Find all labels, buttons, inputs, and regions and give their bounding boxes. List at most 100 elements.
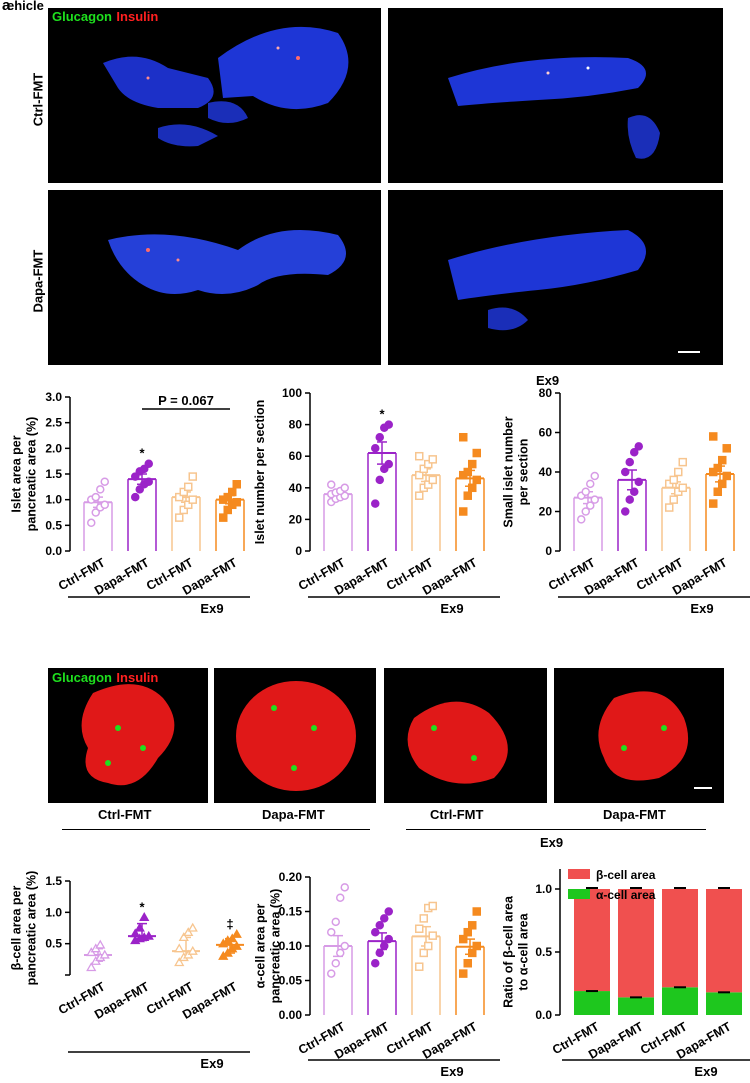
data-point xyxy=(134,922,145,932)
y-tick-label: 0.10 xyxy=(279,939,303,953)
row-label-ctrl: Ctrl-FMT xyxy=(30,72,46,127)
data-point xyxy=(634,442,643,451)
data-point xyxy=(669,495,678,504)
data-point xyxy=(184,500,193,510)
data-point xyxy=(187,922,198,932)
y-axis-label: to α-cell area xyxy=(517,912,531,990)
data-point xyxy=(135,485,144,494)
y-tick-label: 40 xyxy=(289,481,303,495)
data-point xyxy=(722,444,731,453)
y-axis-label: α-cell area per xyxy=(254,903,268,988)
y-tick-label: 0.5 xyxy=(45,518,62,532)
y-axis-label: Islet number per section xyxy=(253,400,267,544)
y-tick-label: 1.5 xyxy=(45,467,62,481)
islet-label-3: Ctrl-FMT xyxy=(430,807,484,822)
data-point xyxy=(713,487,722,496)
data-point xyxy=(459,507,468,516)
data-point xyxy=(175,513,184,522)
data-point xyxy=(188,472,197,481)
data-point xyxy=(174,943,185,953)
significance-mark: * xyxy=(139,446,145,461)
stacked-bar-segment xyxy=(662,987,698,1015)
data-point xyxy=(232,497,241,507)
legend-label: α-cell area xyxy=(596,888,656,902)
y-tick-label: 3.0 xyxy=(45,390,62,404)
data-point xyxy=(384,459,393,469)
data-point xyxy=(384,934,393,944)
islet-image-2 xyxy=(214,668,376,803)
data-point xyxy=(468,483,477,493)
group-label: Ex9 xyxy=(690,601,713,616)
data-point xyxy=(183,927,194,937)
legend-label: β-cell area xyxy=(596,868,656,882)
group-label: Ex9 xyxy=(200,601,223,616)
y-tick-label: 0.15 xyxy=(279,905,303,919)
data-point xyxy=(463,959,472,968)
y-tick-label: 60 xyxy=(539,426,553,440)
panel-b-line-right xyxy=(406,829,706,830)
group-label: Ex9 xyxy=(440,601,463,616)
data-point xyxy=(472,448,481,458)
y-tick-label: 1.5 xyxy=(45,874,62,888)
data-point xyxy=(669,475,678,485)
y-tick-label: 1.0 xyxy=(45,493,62,507)
data-point xyxy=(415,451,424,461)
data-point xyxy=(581,487,590,496)
data-point xyxy=(384,907,393,916)
group-label: Ex9 xyxy=(200,1056,223,1071)
data-point xyxy=(223,492,232,502)
data-point xyxy=(375,921,384,930)
stacked-bar-segment xyxy=(706,992,742,1015)
data-point xyxy=(722,471,731,481)
data-point xyxy=(630,487,639,496)
data-point xyxy=(415,962,424,971)
data-point xyxy=(459,969,468,978)
data-point xyxy=(219,513,228,522)
legend-insulin-a: Insulin xyxy=(116,9,159,24)
data-point xyxy=(718,479,727,489)
data-point xyxy=(380,914,389,923)
data-point xyxy=(665,503,674,512)
legend-swatch xyxy=(568,889,590,899)
p-value-label: P = 0.067 xyxy=(158,393,214,408)
legend-swatch xyxy=(568,869,590,879)
chart-islet-area: 0.0 0.5 1.0 1.5 2.0 2.5 3.0 Islet area per pancr… xyxy=(10,390,250,616)
data-point xyxy=(419,464,428,474)
data-point xyxy=(459,432,468,442)
data-point xyxy=(131,472,140,481)
panel-b-line-left xyxy=(62,829,370,830)
panel-a-ex9-label: Ex9 xyxy=(536,373,560,388)
data-point xyxy=(424,480,433,489)
data-point xyxy=(99,949,110,959)
data-point xyxy=(463,467,472,477)
y-tick-label: 0.5 xyxy=(535,945,552,959)
data-point xyxy=(331,959,340,968)
data-point xyxy=(630,448,639,457)
y-axis-label: Small islet number xyxy=(502,416,516,527)
group-label: Ex9 xyxy=(440,1064,463,1079)
data-point xyxy=(178,932,189,942)
data-point xyxy=(187,945,198,955)
data-point xyxy=(678,483,687,493)
data-point xyxy=(577,515,586,524)
data-point xyxy=(621,507,630,516)
group-label: Ex9 xyxy=(694,1064,717,1079)
data-point xyxy=(131,492,140,502)
data-point xyxy=(227,933,238,943)
data-point xyxy=(468,921,477,930)
stacked-bar-segment xyxy=(618,889,654,998)
y-tick-label: 0.0 xyxy=(535,1008,552,1022)
data-point xyxy=(625,495,634,504)
data-point xyxy=(336,893,345,902)
data-point xyxy=(709,499,718,508)
y-axis-label: per section xyxy=(517,439,531,506)
panel-b-ex9-label: Ex9 xyxy=(540,835,564,850)
data-point xyxy=(678,457,687,467)
islet-image-3 xyxy=(384,668,547,803)
data-point xyxy=(428,901,437,911)
image-dapa-ex9 xyxy=(388,190,723,365)
data-point xyxy=(139,912,150,921)
data-point xyxy=(231,940,242,950)
data-point xyxy=(590,471,599,481)
data-point xyxy=(144,459,153,468)
